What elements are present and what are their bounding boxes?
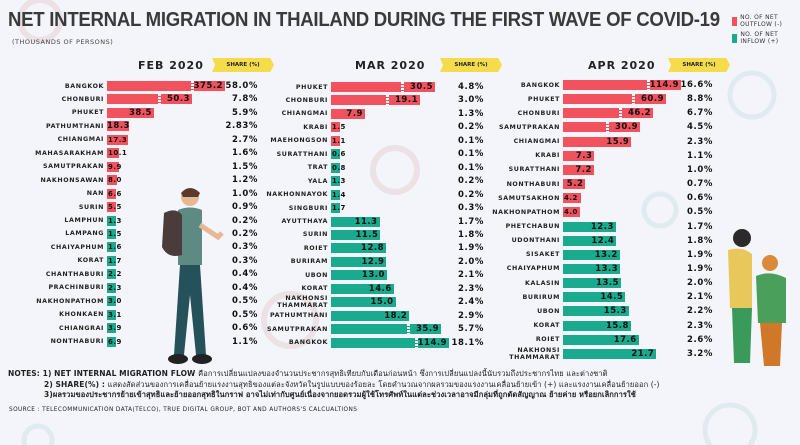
chart-title: NET INTERNAL MIGRATION IN THAILAND DURIN… [8, 8, 720, 31]
source-text: SOURCE : TELECOMMUNICATION DATA(TELCO), … [9, 406, 358, 413]
chart-subtitle: (THOUSANDS OF PERSONS) [12, 38, 114, 46]
note-1-heading: 1) NET INTERNAL MIGRATION FLOW [42, 369, 196, 378]
note-1-text: คือการเปลี่ยนแปลงของจำนวนประชากรสุทธิเที… [198, 369, 608, 378]
walking-man-illustration [162, 188, 224, 364]
legend-item-inflow: NO. OF NET INFLOW (+) [732, 31, 800, 45]
hikers-illustration [728, 229, 786, 366]
inflow-swatch [732, 33, 738, 43]
footer: NOTES: 1) NET INTERNAL MIGRATION FLOW คื… [8, 369, 798, 413]
note-3-text: 3)ผลรวมของประชากรย้ายเข้าสุทธิและย้ายออก… [44, 390, 636, 399]
outflow-swatch [732, 16, 738, 26]
notes-label: NOTES: [8, 369, 40, 378]
legend-label: NO. OF NET INFLOW (+) [740, 31, 779, 45]
notes: NOTES: 1) NET INTERNAL MIGRATION FLOW คื… [8, 369, 798, 401]
note-2-text: แสดงสัดส่วนของการเคลื่อนย้ายแรงงานสุทธิข… [107, 379, 660, 389]
note-2-heading: 2) SHARE(%) : [44, 379, 105, 389]
legend-label: NO. OF NET OUTFLOW (-) [740, 14, 783, 28]
legend-item-outflow: NO. OF NET OUTFLOW (-) [732, 14, 800, 28]
legend: NO. OF NET OUTFLOW (-) NO. OF NET INFLOW… [732, 14, 800, 48]
